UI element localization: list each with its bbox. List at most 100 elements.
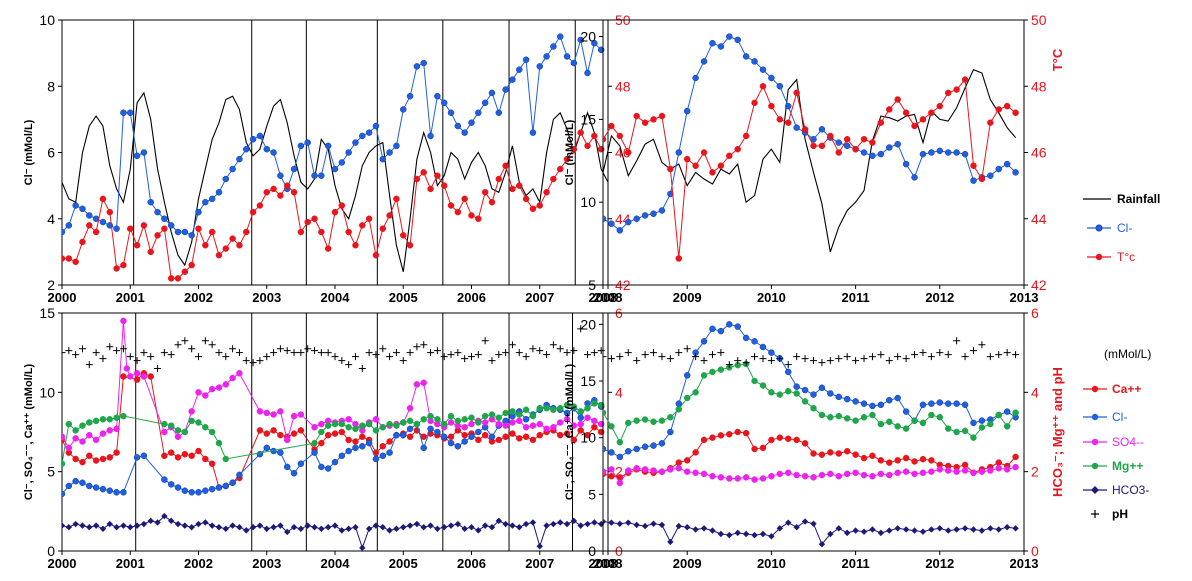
- point-so4: [667, 466, 674, 473]
- point-ca: [147, 373, 154, 380]
- point-ph: [597, 347, 605, 355]
- point-ph: [868, 353, 876, 361]
- point-cl: [263, 145, 270, 153]
- point-cl: [928, 149, 935, 156]
- point-hco3: [181, 522, 189, 529]
- point-t-c: [420, 169, 427, 176]
- point-ca: [742, 429, 750, 437]
- point-so4: [123, 365, 131, 372]
- point-hco3: [420, 524, 427, 531]
- point-mg: [202, 423, 209, 431]
- point-t-c: [372, 251, 380, 259]
- point-cl: [793, 383, 800, 390]
- point-ph: [549, 341, 557, 349]
- point-so4: [944, 467, 952, 474]
- point-ph: [433, 347, 441, 355]
- point-ph: [324, 349, 332, 357]
- series-hco3: [603, 518, 1019, 548]
- point-mg: [440, 420, 448, 428]
- point-ph: [810, 357, 817, 365]
- point-mg: [427, 412, 434, 420]
- point-ph: [607, 355, 615, 363]
- point-mg: [570, 403, 578, 410]
- point-t-c: [283, 182, 291, 189]
- chart-panel-bottom-left: 2000 2001 2002 2003 2004 2005 2006 2007 20080510…: [23, 305, 623, 571]
- point-ca: [563, 430, 571, 437]
- point-ca: [359, 433, 366, 441]
- y-axis-label: Cl⁻, SO₄⁻⁻, Ca⁺⁺ (mMol/L): [23, 364, 35, 501]
- point-so4: [759, 475, 767, 482]
- point-ph: [311, 347, 319, 355]
- point-ca: [591, 423, 598, 431]
- point-cl: [919, 401, 927, 409]
- point-t-c: [434, 172, 441, 179]
- point-so4: [894, 469, 901, 477]
- point-cl: [675, 149, 683, 156]
- series-line-cl: [603, 323, 1016, 458]
- point-so4: [270, 411, 277, 418]
- point-t-c: [700, 149, 708, 156]
- point-cl: [208, 195, 216, 203]
- point-t-c: [277, 192, 284, 199]
- point-hco3: [543, 522, 550, 529]
- point-mg: [502, 409, 509, 417]
- point-hco3: [345, 525, 352, 532]
- point-ph: [536, 347, 544, 355]
- point-cl: [475, 109, 482, 116]
- point-mg: [577, 408, 584, 415]
- point-cl: [263, 444, 270, 452]
- point-hco3: [290, 524, 298, 531]
- point-ph: [358, 365, 366, 373]
- point-hco3: [188, 524, 195, 531]
- point-ph: [72, 351, 80, 359]
- point-ca: [481, 431, 489, 439]
- point-hco3: [810, 520, 817, 527]
- point-mg: [784, 387, 792, 395]
- point-t-c: [603, 136, 607, 143]
- point-t-c: [886, 106, 893, 113]
- point-t-c: [331, 208, 339, 216]
- x-tick-label: 2007: [525, 290, 554, 305]
- point-ph: [263, 353, 271, 361]
- point-hco3: [717, 530, 725, 538]
- point-ph: [276, 345, 284, 353]
- point-cl: [468, 433, 475, 441]
- point-cl: [86, 482, 93, 490]
- point-cl: [481, 99, 489, 107]
- point-t-c: [181, 268, 189, 275]
- point-mg: [995, 411, 1002, 419]
- point-hco3: [970, 526, 977, 533]
- point-hco3: [550, 520, 557, 528]
- point-so4: [563, 416, 571, 423]
- point-hco3: [608, 519, 615, 526]
- point-ca: [768, 436, 775, 444]
- point-ca: [726, 431, 733, 438]
- point-so4: [556, 419, 564, 426]
- point-ca: [529, 436, 537, 444]
- point-hco3: [768, 533, 775, 540]
- y-tick-label: 20: [580, 29, 596, 45]
- point-so4: [608, 466, 615, 473]
- point-t-c: [495, 175, 503, 183]
- point-hco3: [174, 520, 182, 528]
- point-ca: [902, 454, 910, 462]
- point-hco3: [776, 525, 784, 532]
- point-hco3: [801, 518, 809, 525]
- point-mg: [550, 406, 557, 414]
- point-ca: [608, 472, 615, 480]
- series-cl: [62, 33, 605, 239]
- point-so4: [709, 472, 716, 480]
- point-cl: [236, 471, 243, 479]
- point-cl: [154, 208, 161, 216]
- point-cl: [133, 152, 141, 160]
- point-cl: [516, 66, 523, 73]
- point-mg: [683, 394, 691, 402]
- point-t-c: [427, 185, 434, 193]
- x-tick-label: 2002: [184, 556, 213, 571]
- point-ph: [78, 345, 86, 353]
- point-t-c: [577, 129, 584, 136]
- legend-hco3-marker: [1091, 486, 1099, 494]
- panels: 2000 2001 2002 2003 2004 2005 2006 2007 20082468…: [23, 12, 1065, 571]
- point-ph: [174, 341, 182, 349]
- point-ph: [986, 353, 994, 361]
